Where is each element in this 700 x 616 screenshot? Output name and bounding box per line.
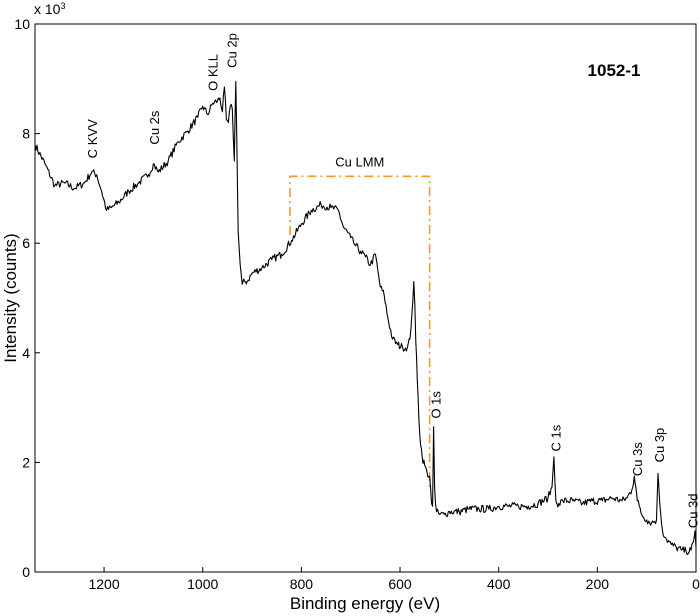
x-tick-label: 1000	[187, 576, 218, 592]
x-tick-label: 1200	[88, 576, 119, 592]
y-tick-label: 2	[22, 454, 30, 470]
peak-label: Cu 3s	[630, 442, 645, 476]
y-tick-label: 8	[22, 126, 30, 142]
peak-label: O KLL	[206, 54, 221, 91]
cu-lmm-bracket: Cu LMM	[289, 154, 431, 488]
sample-label: 1052-1	[588, 61, 641, 80]
peak-label: C KVV	[85, 119, 100, 158]
y-multiplier: x 103	[34, 1, 65, 17]
x-tick-label: 0	[692, 576, 700, 592]
x-tick-label: 600	[388, 576, 412, 592]
x-axis-title: Binding energy (eV)	[290, 594, 440, 613]
plot-frame	[34, 23, 697, 573]
y-tick-label: 4	[22, 345, 30, 361]
x-tick-label: 200	[586, 576, 610, 592]
y-axis-title: Intensity (counts)	[1, 233, 20, 362]
ticks-layer: 1200 1000 800 600 400 200 0 0 2 4 6 8 10	[14, 16, 700, 592]
peak-label: Cu 3d	[686, 493, 700, 528]
spectrum-line	[34, 80, 697, 556]
x-tick-label: 400	[487, 576, 511, 592]
peak-label: O 1s	[429, 391, 444, 419]
y-tick-label: 6	[22, 235, 30, 251]
peak-label: Cu 3p	[652, 428, 667, 463]
y-tick-label: 10	[14, 16, 30, 32]
peak-label: Cu 2p	[224, 33, 239, 68]
y-tick-label: 0	[22, 564, 30, 580]
peak-label: C 1s	[548, 424, 563, 451]
x-tick-label: 800	[290, 576, 314, 592]
bracket-label: Cu LMM	[335, 154, 384, 169]
peak-label: Cu 2s	[147, 110, 162, 144]
bracket-line	[289, 175, 431, 488]
